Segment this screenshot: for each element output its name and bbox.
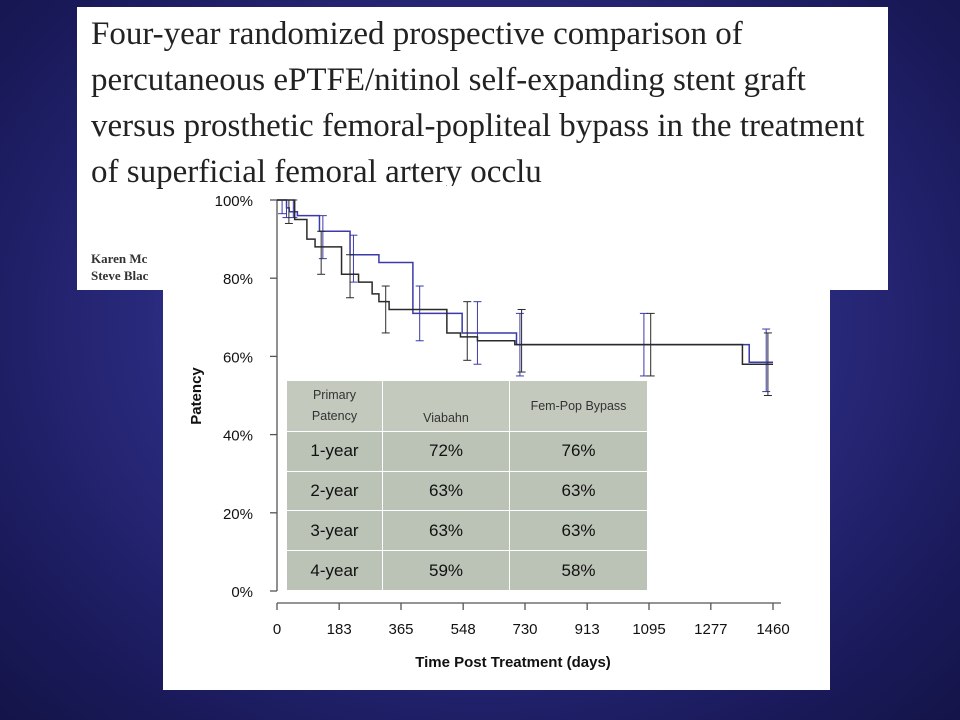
x-tick-label: 548	[451, 621, 476, 638]
x-tick-label: 365	[388, 621, 413, 638]
kaplan-meier-chart: 0% 20% 40% 60% 80% 100% 0 183 365 548 730 913 1095 12…	[163, 186, 830, 690]
paper-authors-line-2: Steve Blac	[91, 268, 149, 283]
header-primary-patency-line-2: Patency	[311, 409, 358, 424]
fempop-value: 58%	[509, 550, 648, 591]
fempop-value: 63%	[509, 470, 648, 512]
y-tick-label: 40%	[223, 428, 253, 445]
chart-series-layer	[277, 199, 773, 396]
x-tick-label: 730	[512, 621, 537, 638]
y-tick-label: 20%	[223, 506, 253, 523]
chart-tick-layer: 0% 20% 40% 60% 80% 100% 0 183 365 548 730 913 1095 12…	[215, 193, 790, 638]
header-fem-pop-bypass: Fem-Pop Bypass	[509, 380, 648, 432]
row-label: 1-year	[286, 430, 383, 472]
paper-title: Four-year randomized prospective compari…	[91, 16, 865, 190]
paper-title-card: Four-year randomized prospective compari…	[77, 7, 888, 290]
header-primary-patency: Primary Patency	[286, 380, 383, 432]
survival-step-line	[277, 199, 773, 365]
header-fem-pop-label: Fem-Pop Bypass	[530, 398, 627, 413]
y-axis-label: Patency	[188, 367, 205, 425]
fempop-value: 63%	[509, 510, 648, 552]
x-tick-label: 1460	[756, 621, 789, 638]
row-label: 3-year	[286, 510, 383, 552]
header-viabahn-label: Viabahn	[423, 410, 469, 425]
header-viabahn: Viabahn	[382, 380, 510, 432]
x-tick-label: 913	[575, 621, 600, 638]
survival-step-line	[277, 199, 773, 364]
y-tick-label: 0%	[231, 584, 253, 601]
paper-authors-line-1: Karen Mc	[91, 251, 148, 266]
y-tick-label: 60%	[223, 349, 253, 366]
x-tick-label: 0	[273, 621, 281, 638]
x-tick-label: 1095	[632, 621, 665, 638]
row-label: 2-year	[286, 470, 383, 512]
row-label: 4-year	[286, 550, 383, 591]
x-tick-label: 183	[327, 621, 352, 638]
table-row: 3-year 63% 63%	[286, 510, 648, 552]
table-header-row: Primary Patency Viabahn Fem-Pop Bypass	[286, 380, 648, 432]
fempop-value: 76%	[509, 430, 648, 472]
viabahn-value: 59%	[382, 550, 510, 591]
table-row: 2-year 63% 63%	[286, 470, 648, 512]
viabahn-value: 63%	[382, 510, 510, 552]
table-row: 1-year 72% 76%	[286, 430, 648, 472]
patency-table: Primary Patency Viabahn Fem-Pop Bypass 1…	[286, 380, 648, 591]
header-primary-patency-line-1: Primary	[312, 388, 357, 403]
viabahn-value: 63%	[382, 470, 510, 512]
chart-axes	[276, 200, 781, 604]
y-tick-label: 80%	[223, 271, 253, 288]
chart-svg: 0% 20% 40% 60% 80% 100% 0 183 365 548 730 913 1095 12…	[188, 193, 790, 671]
viabahn-value: 72%	[382, 430, 510, 472]
x-tick-label: 1277	[694, 621, 727, 638]
y-tick-label: 100%	[215, 193, 253, 210]
table-row: 4-year 59% 58%	[286, 550, 648, 591]
x-axis-label: Time Post Treatment (days)	[415, 654, 611, 671]
paper-authors: Karen Mc Steve Blac	[91, 250, 881, 284]
